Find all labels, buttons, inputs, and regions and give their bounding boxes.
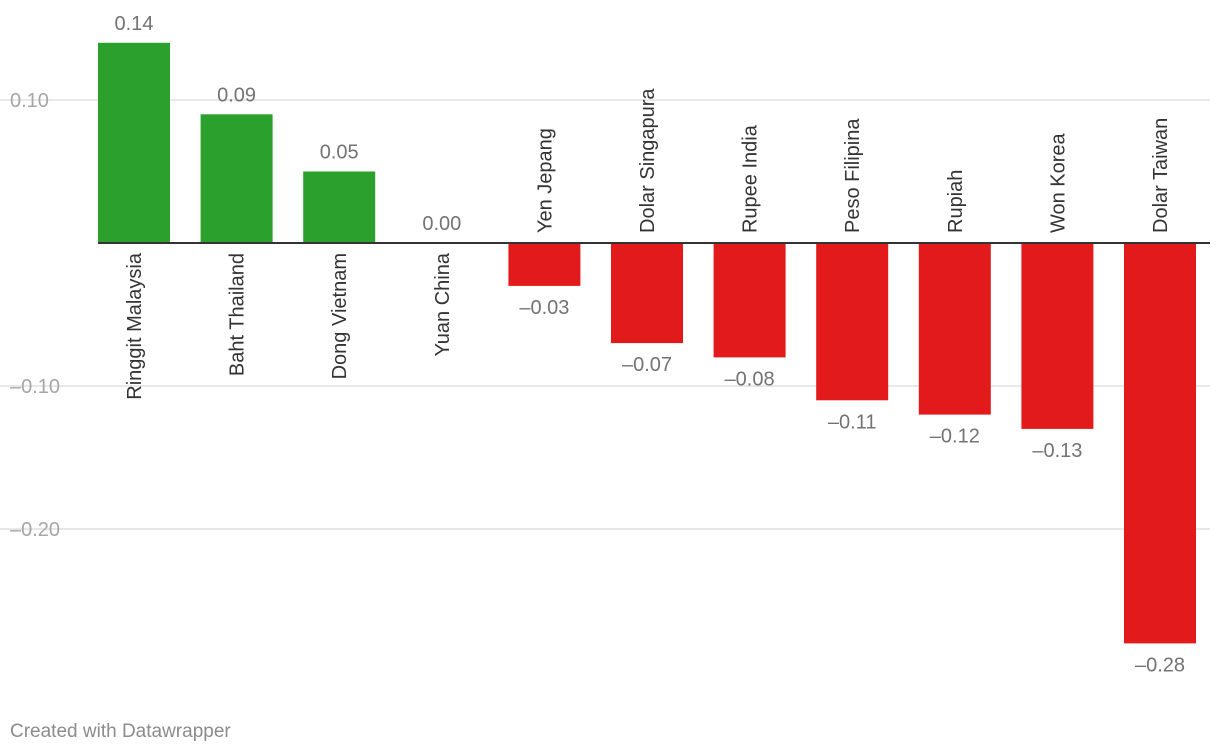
- bars-layer: [98, 42, 1196, 644]
- value-label: –0.12: [930, 426, 980, 448]
- value-label: –0.08: [725, 368, 775, 390]
- value-label: –0.11: [828, 411, 877, 433]
- bar: [611, 243, 683, 344]
- bar: [508, 243, 581, 286]
- bar: [918, 243, 991, 415]
- category-label: Ringgit Malaysia: [124, 252, 146, 400]
- y-tick-label: –0.20: [10, 519, 60, 541]
- bar: [713, 243, 786, 358]
- value-label: 0.00: [422, 213, 461, 235]
- category-label: Dolar Singapura: [637, 88, 659, 233]
- grid-layer: 0.10 –0.10 –0.20: [0, 90, 1210, 541]
- bar: [1124, 243, 1196, 644]
- y-tick-label: –0.10: [10, 376, 60, 398]
- footer-credit: Created with Datawrapper: [10, 721, 231, 742]
- value-label: 0.09: [217, 84, 256, 106]
- category-label: Baht Thailand: [227, 253, 249, 376]
- category-label: Dolar Taiwan: [1150, 118, 1172, 233]
- bar: [200, 114, 273, 243]
- bar: [1021, 243, 1094, 429]
- value-label: 0.05: [320, 142, 359, 164]
- category-label: Peso Filipina: [842, 118, 864, 233]
- value-label: –0.03: [519, 297, 569, 319]
- bar: [303, 171, 376, 243]
- category-label: Rupee India: [740, 124, 762, 233]
- y-tick-label: 0.10: [10, 90, 49, 112]
- value-label: –0.07: [622, 354, 672, 376]
- category-label: Yen Jepang: [534, 128, 556, 233]
- category-label: Won Korea: [1047, 132, 1069, 233]
- bar: [98, 42, 170, 243]
- category-label: Yuan China: [432, 252, 454, 356]
- value-label: –0.28: [1135, 654, 1185, 676]
- bar: [816, 243, 889, 401]
- category-label: Rupiah: [945, 170, 967, 233]
- value-label: –0.13: [1032, 440, 1082, 462]
- category-label: Dong Vietnam: [329, 253, 351, 379]
- bar-chart: 0.10 –0.10 –0.20 0.14 Ringgit Malaysia 0.09 B…: [0, 13, 1210, 677]
- value-label: 0.14: [115, 13, 154, 35]
- labels-layer: 0.14 Ringgit Malaysia 0.09 Baht Thailand 0.0…: [115, 13, 1186, 677]
